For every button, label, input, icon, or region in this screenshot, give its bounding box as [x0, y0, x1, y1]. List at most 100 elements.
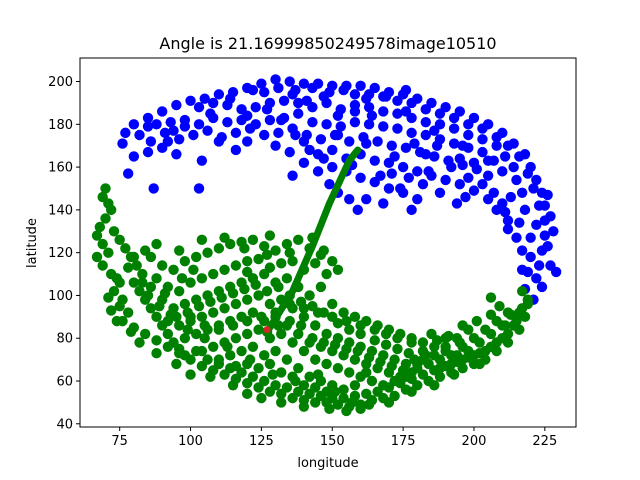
blue-data-point	[499, 151, 511, 162]
blue-data-point	[536, 281, 548, 293]
green-data-point	[139, 245, 151, 256]
green-data-point	[298, 380, 310, 391]
green-data-point	[505, 309, 517, 320]
blue-data-point	[519, 204, 531, 216]
green-data-point	[176, 273, 188, 284]
green-data-point	[94, 221, 106, 233]
blue-data-point	[293, 97, 304, 109]
blue-data-point	[261, 104, 273, 115]
green-data-point	[276, 258, 287, 269]
blue-data-point	[327, 144, 338, 156]
green-data-point	[267, 369, 278, 380]
y-tick-label: 160	[48, 161, 73, 176]
green-data-point	[295, 320, 307, 331]
blue-data-point	[477, 146, 488, 158]
blue-data-point	[128, 119, 140, 130]
blue-data-point	[363, 102, 375, 113]
green-data-point	[318, 337, 329, 348]
blue-data-point	[159, 127, 171, 139]
green-data-point	[310, 320, 321, 331]
x-tick-label: 150	[320, 434, 345, 449]
green-data-point	[196, 234, 208, 246]
blue-data-point	[446, 161, 457, 173]
blue-data-point	[420, 129, 431, 141]
green-data-point	[191, 251, 202, 263]
blue-data-point	[361, 193, 372, 205]
blue-data-point	[429, 125, 440, 136]
green-data-point	[440, 333, 451, 344]
blue-data-point	[502, 223, 514, 235]
green-data-point	[244, 354, 256, 365]
y-tick-label: 180	[48, 118, 73, 133]
blue-data-point	[185, 95, 196, 106]
green-data-point	[448, 369, 460, 380]
green-data-point	[165, 309, 176, 320]
blue-data-point	[171, 99, 182, 111]
green-data-point	[122, 307, 134, 318]
green-data-point	[196, 273, 208, 284]
green-data-point	[125, 326, 137, 338]
green-data-point	[471, 315, 482, 327]
blue-data-point	[409, 138, 420, 149]
blue-data-point	[497, 198, 508, 209]
green-data-point	[230, 360, 242, 372]
green-data-point	[426, 328, 437, 340]
green-data-point	[219, 303, 230, 314]
green-data-point	[327, 256, 338, 267]
blue-data-point	[525, 232, 536, 243]
blue-data-point	[117, 138, 128, 149]
green-data-point	[270, 245, 281, 256]
blue-data-point	[142, 121, 154, 132]
blue-data-point	[386, 168, 397, 179]
green-data-point	[117, 294, 128, 305]
blue-data-point	[230, 127, 242, 139]
green-data-point	[341, 343, 352, 355]
green-data-point	[208, 341, 219, 352]
blue-data-point	[259, 129, 270, 141]
blue-data-point	[290, 129, 301, 141]
blue-data-point	[242, 110, 253, 121]
blue-data-point	[122, 168, 134, 179]
green-data-point	[380, 339, 392, 350]
blue-data-point	[460, 191, 471, 203]
blue-data-point	[298, 136, 310, 147]
green-data-point	[188, 264, 199, 275]
green-data-point	[338, 307, 349, 318]
green-data-point	[494, 300, 505, 312]
green-data-point	[264, 298, 276, 310]
blue-data-point	[375, 170, 386, 181]
green-data-point	[145, 281, 157, 293]
green-data-point	[378, 380, 389, 391]
blue-data-point	[516, 264, 528, 275]
green-data-point	[199, 333, 210, 344]
blue-data-point	[420, 149, 431, 160]
green-data-point	[485, 292, 497, 303]
blue-data-point	[213, 89, 225, 100]
green-data-point	[369, 324, 380, 335]
blue-data-point	[406, 204, 417, 216]
green-data-point	[261, 285, 273, 297]
blue-data-point	[355, 172, 366, 183]
blue-data-point	[488, 187, 500, 198]
blue-data-point	[420, 116, 431, 128]
blue-data-point	[502, 140, 514, 151]
green-data-point	[355, 328, 366, 340]
blue-data-point	[389, 151, 400, 162]
blue-data-point	[301, 95, 312, 106]
blue-data-point	[193, 183, 205, 194]
green-data-point	[446, 350, 457, 361]
blue-data-point	[468, 157, 480, 169]
blue-data-point	[468, 185, 480, 196]
y-tick-label: 120	[48, 246, 73, 261]
blue-data-point	[222, 116, 233, 128]
blue-data-point	[165, 116, 176, 128]
blue-data-point	[270, 140, 281, 151]
blue-data-point	[171, 149, 182, 160]
green-data-point	[454, 337, 465, 348]
blue-data-point	[156, 106, 168, 117]
green-data-point	[264, 230, 276, 241]
green-data-point	[151, 273, 162, 284]
green-data-point	[369, 335, 380, 346]
green-data-point	[480, 345, 491, 357]
green-data-point	[281, 273, 293, 284]
